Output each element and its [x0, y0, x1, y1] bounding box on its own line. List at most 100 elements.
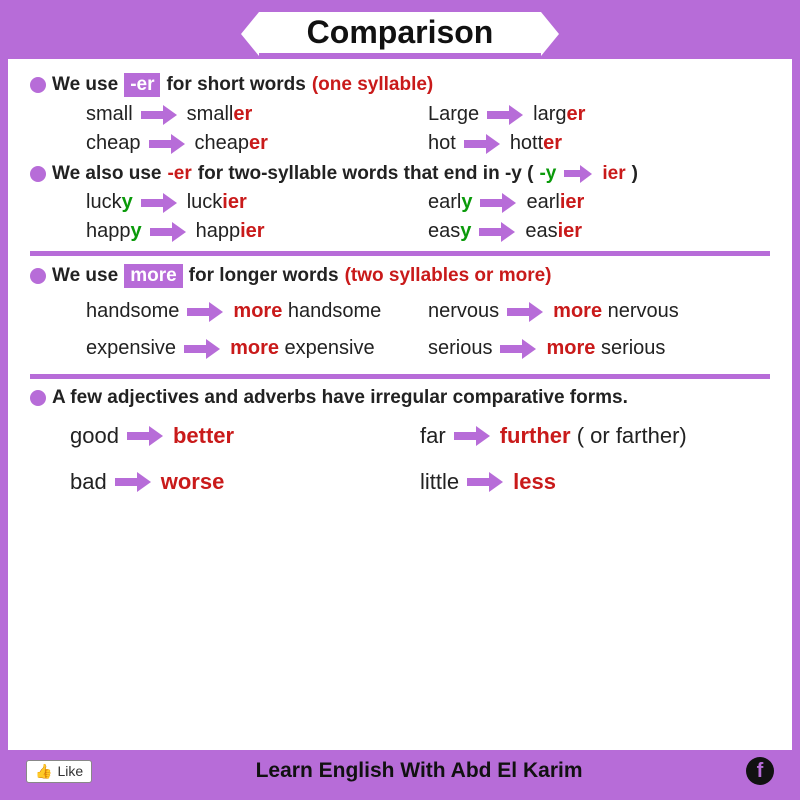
arrow-icon	[141, 195, 179, 211]
example-row: little less	[420, 469, 770, 495]
rule-1-mid: for short words	[166, 74, 305, 96]
arrow-icon	[479, 224, 517, 240]
bullet-icon	[30, 268, 46, 284]
rule-3-highlight: more	[124, 264, 182, 288]
arrow-icon	[487, 107, 525, 123]
example-result: better	[173, 423, 234, 449]
example-base: bad	[70, 469, 107, 495]
rule-2-green: -y	[539, 163, 556, 185]
section-divider	[30, 374, 770, 379]
section-divider	[30, 251, 770, 256]
example-result: hotter	[510, 132, 562, 155]
arrow-icon	[150, 224, 188, 240]
example-base: far	[420, 423, 446, 449]
footer-bar: 👍 Like Learn English With Abd El Karim f	[8, 750, 792, 792]
example-row: happy happier	[86, 220, 428, 243]
arrow-icon	[149, 136, 187, 152]
example-result: cheaper	[195, 132, 268, 155]
rule-3-prefix: We use	[52, 265, 118, 287]
like-button[interactable]: 👍 Like	[26, 760, 92, 783]
thumbs-up-icon: 👍	[35, 763, 52, 780]
example-row: Large larger	[428, 103, 770, 126]
rule-2-close: )	[632, 163, 638, 185]
rule-4-examples: good better far further ( or farther) ba…	[30, 423, 770, 495]
example-row: hot hotter	[428, 132, 770, 155]
example-base: cheap	[86, 132, 141, 155]
example-row: far further ( or farther)	[420, 423, 770, 449]
example-row: lucky luckier	[86, 191, 428, 214]
example-base: good	[70, 423, 119, 449]
facebook-icon[interactable]: f	[746, 757, 774, 785]
example-row: serious more serious	[428, 337, 770, 360]
example-base: happy	[86, 220, 142, 243]
rule-1-highlight: -er	[124, 73, 160, 97]
arrow-icon	[141, 107, 179, 123]
example-result: happier	[196, 220, 265, 243]
example-row: handsome more handsome	[86, 300, 428, 323]
example-base: expensive	[86, 337, 176, 360]
footer-title: Learn English With Abd El Karim	[106, 759, 732, 783]
arrow-icon	[500, 341, 538, 357]
rule-3-mid: for longer words	[189, 265, 339, 287]
arrow-icon	[184, 341, 222, 357]
example-result: more nervous	[553, 300, 679, 323]
rule-1-examples: small smaller Large larger cheap cheaper…	[30, 103, 770, 155]
arrow-icon	[464, 136, 502, 152]
rule-3-paren: (two syllables or more)	[345, 265, 552, 287]
example-base: handsome	[86, 300, 179, 323]
bullet-icon	[30, 390, 46, 406]
example-result: further ( or farther)	[500, 423, 687, 449]
example-row: good better	[70, 423, 420, 449]
bullet-icon	[30, 77, 46, 93]
example-result: more serious	[546, 337, 665, 360]
rule-1-prefix: We use	[52, 74, 118, 96]
arrow-icon	[454, 428, 492, 444]
example-row: easy easier	[428, 220, 770, 243]
rule-2-red: -er	[167, 163, 191, 185]
rule-2-prefix: We also use	[52, 163, 161, 185]
rule-1-paren: (one syllable)	[312, 74, 433, 96]
example-base: easy	[428, 220, 471, 243]
example-result: easier	[525, 220, 582, 243]
example-result: more handsome	[233, 300, 381, 323]
example-base: small	[86, 103, 133, 126]
example-base: Large	[428, 103, 479, 126]
arrow-icon	[467, 474, 505, 490]
rule-3-examples: handsome more handsome nervous more nerv…	[30, 300, 770, 360]
example-base: serious	[428, 337, 492, 360]
example-row: nervous more nervous	[428, 300, 770, 323]
bullet-icon	[30, 166, 46, 182]
example-base: nervous	[428, 300, 499, 323]
example-base: early	[428, 191, 472, 214]
arrow-icon	[480, 195, 518, 211]
like-label: Like	[57, 763, 83, 779]
example-result: earlier	[526, 191, 584, 214]
rule-2-heading: We also use -er for two-syllable words t…	[30, 163, 770, 185]
content-area: We use -er for short words (one syllable…	[8, 59, 792, 750]
example-base: lucky	[86, 191, 133, 214]
rule-2-mid: for two-syllable words that end in -y (	[198, 163, 534, 185]
page-title: Comparison	[307, 14, 494, 50]
rule-1-heading: We use -er for short words (one syllable…	[30, 73, 770, 97]
example-result: worse	[161, 469, 225, 495]
arrow-icon	[507, 304, 545, 320]
example-base: little	[420, 469, 459, 495]
example-result: more expensive	[230, 337, 375, 360]
example-row: cheap cheaper	[86, 132, 428, 155]
arrow-icon	[564, 167, 594, 181]
example-row: small smaller	[86, 103, 428, 126]
arrow-icon	[187, 304, 225, 320]
example-result: luckier	[187, 191, 247, 214]
rule-3-heading: We use more for longer words (two syllab…	[30, 264, 770, 288]
example-result: less	[513, 469, 556, 495]
example-row: early earlier	[428, 191, 770, 214]
example-result: smaller	[187, 103, 253, 126]
example-base: hot	[428, 132, 456, 155]
example-row: bad worse	[70, 469, 420, 495]
page-frame: Comparison We use -er for short words (o…	[0, 0, 800, 800]
title-ribbon: Comparison	[259, 12, 542, 53]
rule-2-ier: ier	[602, 163, 625, 185]
rule-4-heading: A few adjectives and adverbs have irregu…	[30, 387, 770, 409]
example-row: expensive more expensive	[86, 337, 428, 360]
rule-4-text: A few adjectives and adverbs have irregu…	[52, 387, 628, 409]
